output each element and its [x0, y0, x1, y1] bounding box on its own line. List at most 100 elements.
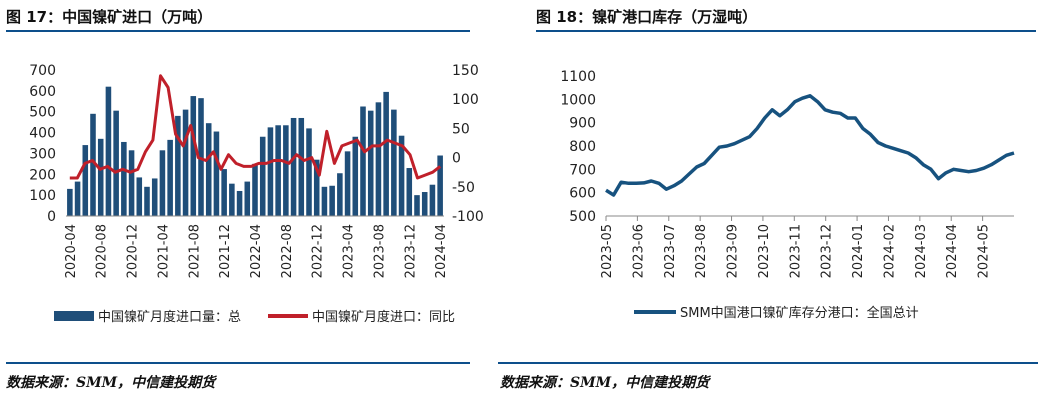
x-tick-label: 2020-08	[95, 224, 110, 278]
import-volume-bar	[290, 117, 297, 216]
figure-18-bottom-rule	[498, 362, 1038, 364]
import-volume-bar	[221, 169, 227, 216]
y-tick-label: 900	[569, 116, 596, 132]
right-y-tick-label: -100	[452, 209, 484, 225]
left-y-tick-label: 400	[29, 126, 56, 142]
legend-line-label: 中国镍矿月度进口：同比	[312, 309, 455, 325]
import-volume-bar	[329, 185, 335, 216]
x-tick-label: 2020-04	[64, 224, 79, 278]
figure-17-title: 图 17：中国镍矿进口（万吨）	[6, 8, 213, 26]
import-volume-bar	[159, 150, 166, 216]
x-tick-label: 2023-06	[631, 224, 646, 278]
import-volume-bar	[105, 86, 112, 216]
x-tick-label: 2022-04	[249, 224, 264, 278]
left-y-tick-label: 0	[47, 209, 56, 225]
x-tick-label: 2024-02	[882, 224, 897, 278]
y-tick-label: 600	[569, 186, 596, 202]
figure-18-title: 图 18：镍矿港口库存（万湿吨）	[536, 8, 758, 26]
left-y-tick-label: 600	[29, 84, 56, 100]
import-volume-bar	[321, 186, 328, 216]
import-volume-bar	[236, 190, 243, 216]
y-tick-label: 1000	[560, 92, 596, 108]
figure-17-bottom-rule	[6, 362, 470, 364]
x-tick-label: 2024-05	[977, 224, 992, 278]
import-volume-bar	[252, 163, 258, 216]
import-volume-bar	[414, 195, 420, 216]
figure-18-top-rule	[536, 30, 1036, 32]
figure-18-source: 数据来源：SMM，中信建投期货	[500, 375, 710, 391]
import-volume-bar	[74, 181, 81, 216]
right-y-tick-label: 150	[452, 63, 479, 79]
import-volume-bar	[360, 106, 366, 216]
import-volume-bar	[205, 123, 212, 216]
import-volume-bar	[313, 159, 320, 216]
import-volume-bar	[113, 110, 119, 216]
left-y-tick-label: 300	[29, 146, 56, 162]
left-y-tick-label: 100	[29, 188, 56, 204]
import-volume-bar	[306, 128, 312, 216]
import-volume-bar	[82, 145, 89, 216]
import-volume-bar	[128, 150, 135, 216]
right-y-tick-label: -50	[452, 180, 475, 196]
import-chart: 0 100 200 300 400 500 600 700 -100 -50 0 50 100 150 20…	[29, 63, 484, 325]
import-volume-bar	[298, 117, 305, 216]
import-volume-bar	[421, 192, 428, 216]
x-tick-label: 2024-01	[851, 224, 866, 278]
import-volume-bar	[352, 136, 359, 216]
import-volume-bar	[344, 151, 351, 216]
x-tick-label: 2021-08	[187, 224, 202, 278]
import-volume-bar	[144, 186, 150, 216]
x-tick-label: 2022-12	[311, 224, 326, 278]
x-tick-label: 2022-08	[280, 224, 295, 278]
x-tick-label: 2024-03	[914, 224, 929, 278]
import-volume-bar	[90, 113, 96, 216]
import-volume-bar	[337, 173, 343, 216]
import-volume-bar	[136, 177, 143, 216]
x-tick-label: 2023-12	[820, 224, 835, 278]
x-tick-label: 2023-10	[757, 224, 772, 278]
import-volume-bar	[259, 136, 266, 216]
x-tick-label: 2023-11	[788, 224, 803, 278]
x-tick-label: 2021-04	[156, 224, 171, 278]
port-stock-chart: 500 600 700 800 900 1000 1100 2023-05 2023-06 202…	[560, 69, 1015, 321]
import-volume-bar	[67, 188, 73, 216]
import-volume-bar	[275, 125, 281, 216]
import-volume-bar	[398, 135, 405, 216]
x-tick-label: 2020-12	[126, 224, 141, 278]
y-tick-label: 500	[569, 209, 596, 225]
import-volume-bar	[213, 131, 220, 216]
import-volume-bar	[391, 109, 397, 216]
import-volume-bar	[97, 138, 104, 216]
import-volume-bar	[375, 102, 382, 216]
port-stock-line	[605, 94, 1015, 197]
x-tick-label: 2024-04	[434, 224, 449, 278]
import-volume-bar	[437, 155, 443, 216]
x-tick-label: 2023-07	[663, 224, 678, 278]
x-tick-label: 2024-04	[945, 224, 960, 278]
right-y-tick-label: 0	[452, 151, 461, 167]
import-volume-bar	[429, 184, 436, 216]
x-tick-label: 2023-04	[342, 224, 357, 278]
legend-line-label: SMM中国港口镍矿库存分港口：全国总计	[680, 305, 919, 321]
import-volume-bar	[151, 178, 158, 216]
x-tick-label: 2023-12	[403, 224, 418, 278]
figure-17-top-rule	[6, 30, 470, 32]
import-volume-bar	[383, 91, 389, 216]
import-volume-bar	[121, 141, 127, 216]
import-volume-bar	[175, 115, 181, 216]
x-tick-label: 2023-08	[694, 224, 709, 278]
import-volume-bar	[229, 183, 235, 216]
import-volume-bar	[267, 127, 274, 216]
x-tick-label: 2023-08	[372, 224, 387, 278]
x-tick-label: 2021-12	[218, 224, 233, 278]
x-tick-label: 2023-05	[600, 224, 615, 278]
left-y-tick-label: 500	[29, 105, 56, 121]
right-y-tick-label: 50	[452, 121, 470, 137]
x-tick-label: 2023-09	[726, 224, 741, 278]
import-yoy-line	[69, 74, 442, 180]
right-y-tick-label: 100	[452, 92, 479, 108]
import-volume-bar	[244, 181, 251, 216]
y-tick-label: 700	[569, 162, 596, 178]
import-volume-bar	[190, 96, 197, 216]
import-volume-bar	[182, 109, 189, 216]
